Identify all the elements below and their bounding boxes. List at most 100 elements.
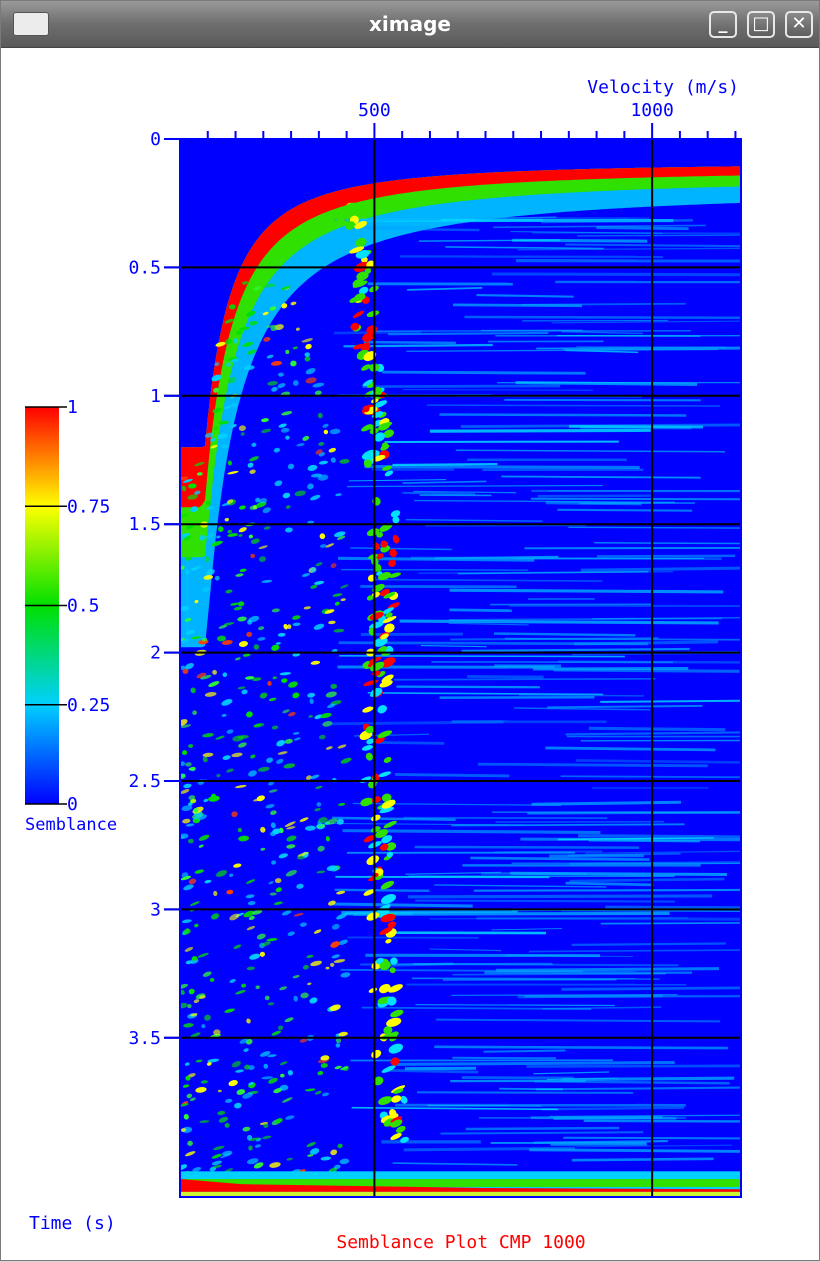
semblance-streak xyxy=(400,621,719,623)
semblance-streak xyxy=(464,317,741,318)
semblance-streak xyxy=(574,642,718,644)
semblance-streak xyxy=(415,901,675,902)
semblance-streak xyxy=(554,670,740,671)
y-tick-label: 2.5 xyxy=(128,771,161,792)
semblance-streak xyxy=(466,1128,620,1129)
semblance-streak xyxy=(581,568,741,570)
semblance-streak xyxy=(364,467,639,468)
x-tick-label: 1000 xyxy=(630,100,673,121)
semblance-streak xyxy=(388,333,548,334)
semblance-streak xyxy=(434,1047,728,1048)
semblance-streak xyxy=(333,904,473,906)
semblance-streak xyxy=(519,695,644,696)
semblance-streak xyxy=(408,896,712,897)
semblance-streak xyxy=(600,701,741,702)
y-tick-label: 3 xyxy=(150,899,161,920)
semblance-colorbar: 10.750.50.250 xyxy=(25,397,110,815)
semblance-streak xyxy=(536,347,741,348)
semblance-streak xyxy=(439,414,686,415)
semblance-streak xyxy=(392,464,497,465)
semblance-streak xyxy=(529,1150,741,1152)
colorbar-tick-label: 0 xyxy=(67,794,78,815)
semblance-streak xyxy=(417,1092,633,1093)
semblance-streak xyxy=(368,229,480,230)
semblance-streak xyxy=(542,1108,684,1110)
semblance-streak xyxy=(382,372,585,373)
semblance-streak xyxy=(492,274,741,275)
colorbar-tick-label: 0.75 xyxy=(67,496,110,517)
y-tick-label: 3.5 xyxy=(128,1028,161,1049)
semblance-streak xyxy=(577,235,741,236)
semblance-streak xyxy=(453,305,582,306)
colorbar-label: Semblance xyxy=(25,815,117,835)
y-tick-label: 0 xyxy=(150,129,161,150)
semblance-streak xyxy=(403,390,593,391)
semblance-streak xyxy=(462,1078,574,1079)
semblance-streak xyxy=(545,748,715,750)
semblance-streak xyxy=(470,858,649,860)
semblance-streak xyxy=(412,978,660,979)
semblance-streak xyxy=(566,883,654,885)
semblance-streak xyxy=(339,656,625,657)
semblance-streak xyxy=(394,1063,675,1065)
semblance-streak xyxy=(557,510,692,511)
semblance-streak xyxy=(572,943,726,944)
semblance-streak xyxy=(402,493,475,494)
y-tick-label: 2 xyxy=(150,643,161,664)
semblance-streak xyxy=(364,342,456,343)
semblance-streak xyxy=(510,873,727,874)
semblance-streak xyxy=(474,890,741,891)
colorbar-tick-label: 1 xyxy=(67,397,78,418)
semblance-streak xyxy=(605,907,741,908)
colorbar-tick-label: 0.5 xyxy=(67,596,100,617)
semblance-streak xyxy=(596,228,688,229)
semblance-streak xyxy=(453,974,666,975)
y-axis-label: Time (s) xyxy=(29,1213,116,1234)
semblance-streak xyxy=(341,911,517,912)
semblance-streak xyxy=(450,590,724,592)
semblance-streak xyxy=(378,742,444,743)
semblance-streak xyxy=(568,527,741,528)
semblance-streak xyxy=(501,476,700,477)
semblance-streak xyxy=(404,1148,575,1150)
semblance-streak xyxy=(386,1070,478,1072)
semblance-streak xyxy=(362,386,560,387)
semblance-streak xyxy=(572,1159,714,1160)
semblance-streak xyxy=(415,1005,614,1006)
semblance-streak xyxy=(430,430,651,431)
semblance-streak xyxy=(338,558,534,560)
semblance-streak xyxy=(395,774,509,775)
semblance-streak xyxy=(394,679,655,680)
y-tick-label: 1 xyxy=(150,386,161,407)
semblance-streak xyxy=(594,543,741,544)
semblance-streak xyxy=(478,764,708,766)
semblance-streak xyxy=(541,220,693,222)
semblance-streak xyxy=(427,405,720,406)
semblance-streak xyxy=(452,1058,556,1059)
semblance-streak xyxy=(440,1132,643,1133)
semblance-streak xyxy=(546,503,642,504)
semblance-streak xyxy=(484,1051,566,1052)
y-tick-label: 0.5 xyxy=(128,257,161,278)
semblance-streak xyxy=(578,836,741,837)
semblance-streak xyxy=(396,687,539,688)
semblance-streak xyxy=(589,840,700,841)
semblance-streak xyxy=(584,1121,741,1122)
semblance-streak xyxy=(597,556,735,557)
semblance-streak xyxy=(562,1078,735,1079)
semblance-streak xyxy=(532,233,741,234)
semblance-streak xyxy=(450,638,658,639)
semblance-streak xyxy=(334,332,421,333)
semblance-streak xyxy=(589,728,726,729)
semblance-streak xyxy=(354,913,670,914)
semblance-streak xyxy=(400,256,663,257)
semblance-streak xyxy=(558,662,741,663)
semblance-streak xyxy=(467,677,543,678)
semblance-streak xyxy=(532,802,681,804)
semblance-streak xyxy=(561,776,741,777)
semblance-streak xyxy=(527,813,741,814)
chart-title: Semblance Plot CMP 1000 xyxy=(336,1232,585,1253)
semblance-streak xyxy=(335,890,430,891)
